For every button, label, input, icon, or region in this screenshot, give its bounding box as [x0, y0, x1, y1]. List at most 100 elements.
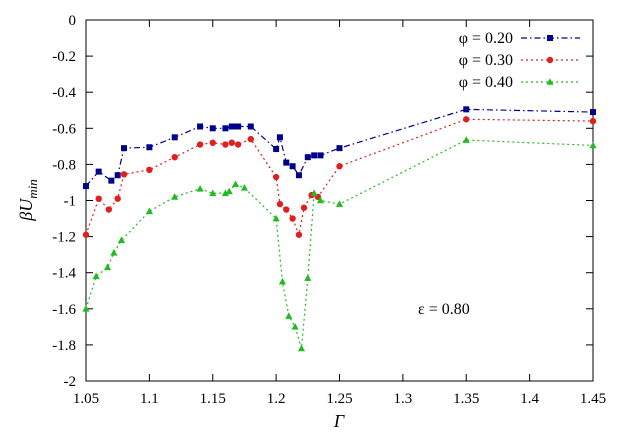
- data-point: [146, 166, 153, 174]
- data-point: [317, 152, 324, 159]
- data-point: [120, 171, 128, 178]
- legend-marker: [547, 35, 553, 41]
- series-1: [83, 106, 596, 190]
- y-tick-label: -1: [64, 194, 77, 210]
- x-tick-label: 1.3: [394, 391, 413, 407]
- data-point: [197, 123, 204, 130]
- data-point: [289, 215, 296, 222]
- data-point: [171, 134, 178, 141]
- x-tick-label: 1.05: [73, 391, 99, 407]
- data-point: [589, 141, 597, 149]
- data-point: [92, 272, 100, 280]
- y-tick-label: -0.2: [52, 49, 76, 65]
- data-point: [95, 168, 102, 175]
- data-point: [121, 145, 128, 152]
- series-2: [82, 116, 597, 238]
- x-tick-label: 1.2: [267, 391, 286, 407]
- x-tick-label: 1.4: [520, 391, 539, 407]
- data-point: [145, 207, 153, 215]
- x-tick-label: 1.45: [580, 391, 606, 407]
- data-point: [171, 153, 178, 161]
- data-point: [221, 189, 230, 197]
- data-point: [295, 172, 302, 179]
- data-point: [311, 152, 318, 159]
- data-point: [196, 141, 204, 148]
- data-point: [247, 123, 254, 130]
- y-tick-label: -2: [64, 374, 77, 390]
- series-line: [85, 139, 594, 349]
- x-tick-label: 1.35: [453, 391, 479, 407]
- data-point: [231, 180, 240, 188]
- series-line: [85, 118, 594, 237]
- series-3: [82, 136, 597, 352]
- data-point: [209, 189, 217, 197]
- legend-marker: [546, 78, 554, 85]
- data-point: [146, 144, 153, 151]
- y-axis-title-main: βU: [16, 198, 36, 222]
- data-point: [228, 123, 235, 130]
- y-tick-label: -1.4: [52, 266, 76, 282]
- data-point: [285, 312, 293, 319]
- data-point: [114, 195, 121, 202]
- legend: φ = 0.20 φ = 0.30 φ = 0.40: [459, 30, 580, 91]
- y-axis-title: βUmin: [16, 179, 40, 221]
- data-point: [276, 134, 283, 141]
- data-point: [171, 193, 179, 200]
- data-point: [283, 159, 290, 166]
- data-point: [590, 109, 596, 116]
- data-point: [234, 141, 242, 148]
- legend-label: φ = 0.30: [459, 52, 513, 69]
- y-axis-title-sub: min: [25, 179, 40, 199]
- data-point: [273, 146, 280, 153]
- y-tick-label: -0.8: [52, 157, 76, 173]
- data-point: [272, 173, 280, 181]
- data-point: [291, 323, 299, 330]
- data-point: [110, 249, 118, 256]
- data-point: [105, 206, 113, 213]
- data-point: [95, 195, 102, 202]
- data-point: [228, 139, 235, 146]
- data-point: [336, 163, 343, 170]
- x-tick-label: 1.15: [200, 391, 226, 407]
- data-point: [276, 200, 284, 208]
- data-point: [304, 154, 311, 161]
- data-point: [240, 184, 249, 191]
- data-point: [225, 187, 233, 195]
- y-tick-label: 0: [69, 13, 77, 29]
- data-point: [283, 206, 290, 213]
- data-point: [209, 125, 216, 132]
- y-tick-label: -1.6: [52, 302, 76, 318]
- epsilon-annotation: ε = 0.80: [418, 301, 470, 318]
- data-point: [222, 141, 229, 148]
- data-point: [83, 183, 89, 190]
- data-point: [235, 123, 242, 130]
- data-point: [272, 214, 280, 222]
- legend-label: φ = 0.20: [459, 30, 513, 47]
- data-point: [209, 139, 216, 146]
- data-point: [222, 125, 229, 132]
- data-point: [316, 196, 325, 204]
- data-point: [278, 277, 287, 285]
- x-tick-label: 1.1: [140, 391, 159, 407]
- y-tick-label: -0.4: [52, 85, 76, 101]
- data-point: [463, 106, 470, 113]
- x-axis-title: Γ: [333, 411, 345, 431]
- data-point: [463, 116, 470, 123]
- axis-ticks: 1.05 1.1 1.15 1.2 1.25 1.3 1.35 1.4 1.45 0 -0.2 -0.…: [52, 13, 606, 407]
- legend-label: φ = 0.40: [459, 74, 513, 91]
- data-point: [310, 189, 318, 197]
- data-point: [289, 163, 296, 170]
- data-point: [117, 236, 126, 244]
- data-point: [336, 145, 343, 152]
- data-point: [462, 136, 470, 143]
- data-point: [114, 172, 121, 179]
- data-point: [108, 177, 115, 184]
- data-point: [103, 263, 112, 271]
- legend-marker: [546, 56, 554, 64]
- data-point: [82, 231, 90, 238]
- series-group: [82, 106, 597, 352]
- y-tick-label: -1.2: [52, 230, 76, 246]
- data-point: [300, 204, 308, 211]
